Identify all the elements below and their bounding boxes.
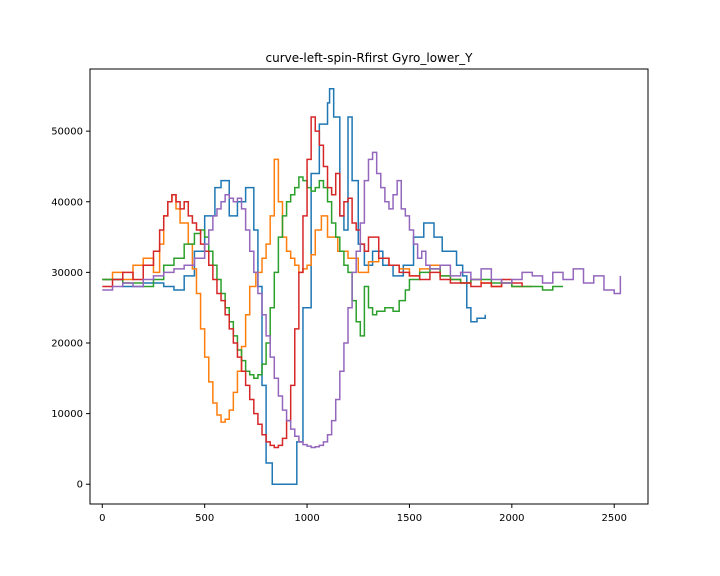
x-tick-label: 1500: [397, 513, 422, 524]
x-tick-label: 0: [99, 513, 105, 524]
y-tick-label: 10000: [51, 409, 83, 420]
y-tick-label: 40000: [51, 197, 83, 208]
axis-layer: 0 500 1000 1500 2000 2500 0 10000 20000 30000 4000…: [51, 127, 627, 524]
plot-frame: [89, 68, 649, 505]
y-tick-label: 0: [77, 480, 83, 491]
y-tick-label: 30000: [51, 268, 83, 279]
series-line-1: [102, 88, 486, 485]
x-tick-label: 500: [195, 513, 214, 524]
series-line-4: [102, 116, 523, 449]
y-tick-label: 50000: [51, 127, 83, 138]
series-line-5: [102, 151, 622, 449]
series-layer: [102, 88, 622, 485]
x-tick-label: 2500: [601, 513, 626, 524]
y-tick-label: 20000: [51, 338, 83, 349]
x-tick-label: 1000: [294, 513, 319, 524]
x-tick-label: 2000: [499, 513, 524, 524]
chart-title: curve-left-spin-Rfirst Gyro_lower_Y: [265, 51, 473, 65]
